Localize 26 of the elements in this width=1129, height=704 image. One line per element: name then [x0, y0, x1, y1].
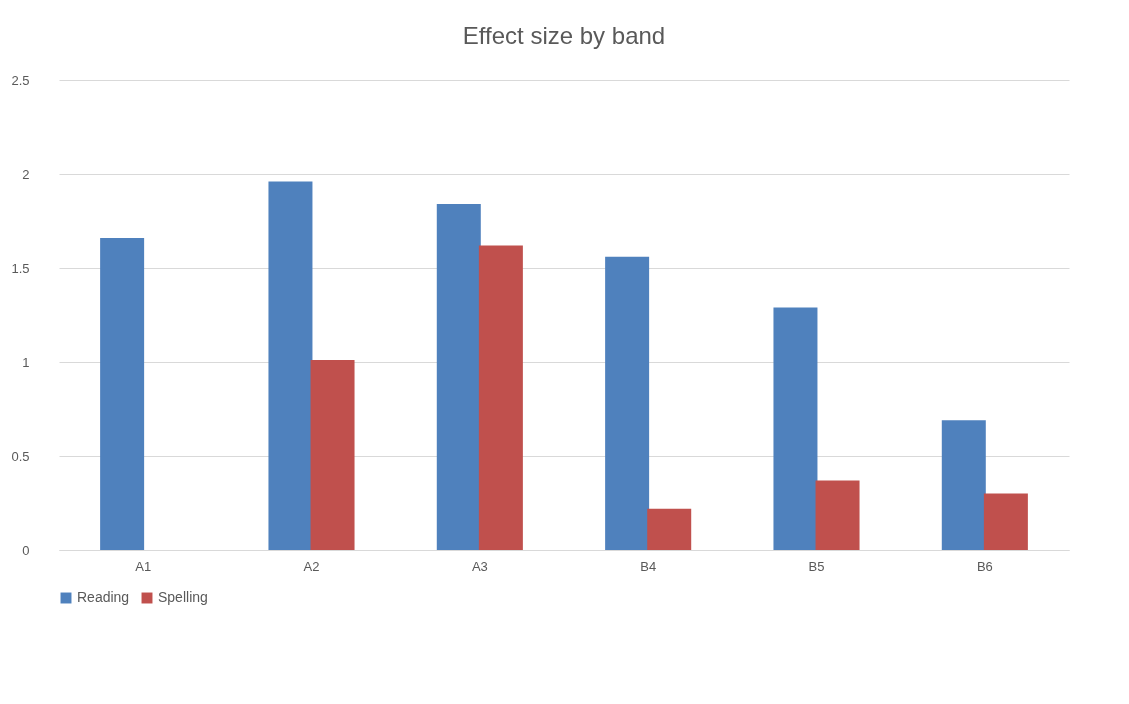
- bar: [815, 480, 860, 550]
- y-tick-label: 2.5: [11, 72, 30, 88]
- x-tick-label: A2: [303, 558, 320, 574]
- bar: [100, 237, 145, 550]
- chart-title: Effect size by band: [462, 22, 666, 49]
- bar: [268, 181, 313, 550]
- bar: [436, 204, 481, 550]
- y-tick-label: 1: [22, 354, 30, 370]
- x-tick-label: A3: [471, 558, 488, 574]
- bar: [605, 256, 650, 550]
- bar: [647, 508, 692, 550]
- y-tick-label: 1.5: [11, 260, 30, 276]
- bar: [310, 360, 355, 550]
- legend-label: Reading: [77, 589, 130, 605]
- y-tick-label: 0: [22, 542, 30, 558]
- x-tick-label: A1: [135, 558, 152, 574]
- bar: [941, 420, 986, 550]
- bar: [773, 307, 818, 550]
- bar: [478, 245, 523, 550]
- legend-label: Spelling: [158, 589, 208, 605]
- bar: [983, 493, 1028, 550]
- y-tick-label: 0.5: [11, 448, 30, 464]
- x-tick-label: B6: [976, 558, 993, 574]
- x-tick-label: B5: [808, 558, 825, 574]
- y-tick-label: 2: [22, 166, 30, 182]
- x-tick-label: B4: [640, 558, 657, 574]
